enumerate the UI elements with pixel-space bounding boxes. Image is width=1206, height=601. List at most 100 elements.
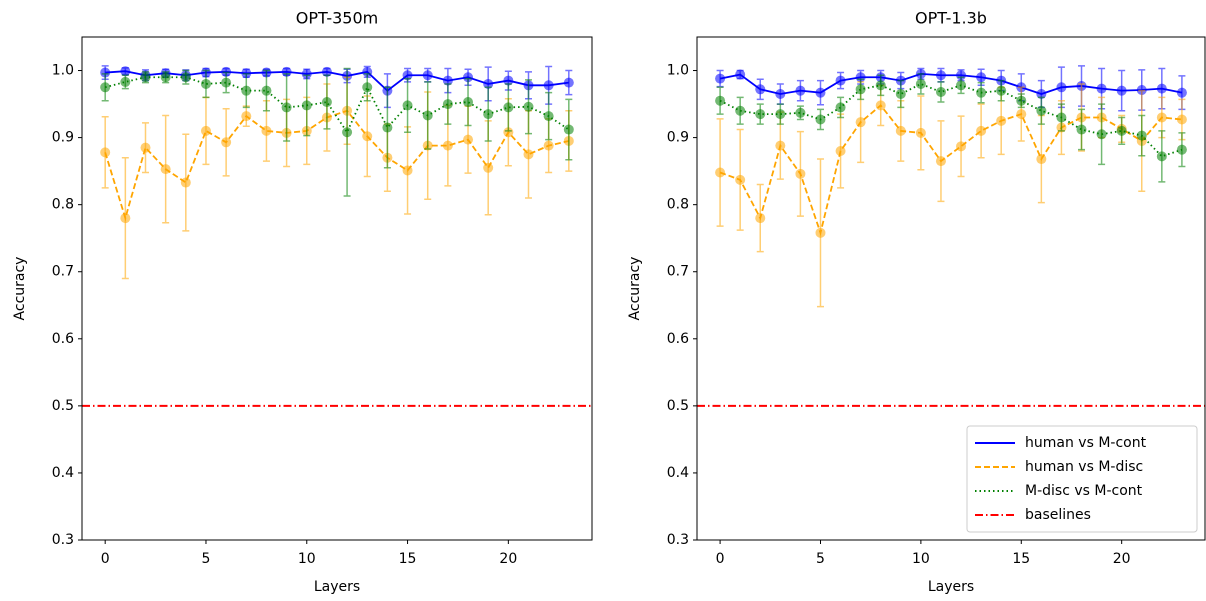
marker (1076, 124, 1087, 135)
marker (543, 80, 554, 91)
y-tick-label: 0.7 (52, 264, 74, 280)
marker (120, 213, 131, 224)
marker (735, 69, 746, 80)
marker (976, 87, 987, 98)
marker (775, 109, 786, 120)
marker (120, 76, 131, 87)
series-line (719, 72, 1183, 95)
marker (795, 168, 806, 179)
marker (875, 80, 886, 91)
marker (523, 101, 534, 112)
y-tick-label: 1.0 (52, 63, 74, 79)
x-tick-label: 15 (399, 551, 417, 567)
x-tick-label: 5 (816, 551, 825, 567)
marker (342, 127, 353, 138)
marker (1016, 109, 1027, 120)
x-tick-label: 15 (1012, 551, 1030, 567)
y-tick-label: 0.4 (52, 465, 74, 481)
y-tick-label: 0.8 (52, 197, 74, 213)
marker (715, 73, 726, 84)
marker (221, 77, 232, 88)
legend-label: human vs M-cont (1025, 435, 1147, 451)
marker (281, 102, 292, 113)
y-tick-label: 0.5 (52, 398, 74, 414)
marker (422, 70, 433, 81)
marker (100, 82, 111, 93)
marker (160, 164, 171, 175)
marker (362, 131, 373, 142)
marker (120, 66, 131, 77)
marker (815, 114, 826, 125)
marker (775, 89, 786, 100)
y-tick-label: 0.8 (667, 197, 689, 213)
marker (362, 82, 373, 93)
marker (200, 78, 211, 89)
marker (1056, 112, 1067, 123)
marker (895, 125, 906, 136)
marker (1036, 105, 1047, 116)
legend: human vs M-cont human vs M-disc M-disc vs … (966, 425, 1198, 533)
legend-label: M-disc vs M-cont (1025, 483, 1143, 499)
marker (976, 125, 987, 136)
y-tick-label: 0.7 (667, 264, 689, 280)
marker (1116, 85, 1127, 96)
series-line (719, 82, 1183, 158)
marker (1176, 87, 1187, 98)
marker (715, 167, 726, 178)
marker (463, 72, 474, 83)
marker (815, 227, 826, 238)
marker (1116, 125, 1127, 136)
marker (1136, 130, 1147, 141)
marker (140, 142, 151, 153)
marker (835, 146, 846, 157)
marker (795, 85, 806, 96)
marker (956, 80, 967, 91)
x-tick-label: 0 (101, 551, 110, 567)
marker (1156, 151, 1167, 162)
x-tick-label: 20 (499, 551, 517, 567)
axes-frame (696, 36, 1206, 541)
chart-title: OPT-1.3b (915, 9, 987, 28)
x-tick-label: 20 (1113, 551, 1131, 567)
marker (442, 99, 453, 110)
marker (160, 72, 171, 83)
y-tick-label: 0.6 (52, 331, 74, 347)
y-tick-label: 0.9 (52, 130, 74, 146)
marker (735, 174, 746, 185)
marker (915, 78, 926, 89)
marker (755, 213, 766, 224)
marker (1056, 82, 1067, 93)
marker (875, 100, 886, 111)
marker (180, 72, 191, 83)
marker (261, 125, 272, 136)
marker (935, 156, 946, 167)
marker (241, 111, 252, 122)
series-line (104, 76, 570, 135)
x-tick-label: 10 (298, 551, 316, 567)
marker (715, 95, 726, 106)
marker (895, 89, 906, 100)
marker (996, 115, 1007, 126)
marker (463, 97, 474, 108)
y-tick-label: 0.3 (52, 532, 74, 548)
marker (935, 70, 946, 81)
y-tick-label: 0.4 (667, 465, 689, 481)
marker (261, 85, 272, 96)
y-tick-label: 0.5 (667, 398, 689, 414)
y-axis-label: Accuracy (627, 257, 643, 321)
marker (483, 162, 494, 173)
marker (442, 140, 453, 151)
marker (563, 124, 574, 135)
y-tick-label: 0.3 (667, 532, 689, 548)
marker (402, 70, 413, 81)
legend-label: baselines (1025, 507, 1091, 523)
marker (543, 111, 554, 122)
marker (1036, 154, 1047, 165)
marker (1016, 95, 1027, 106)
series-line (719, 104, 1182, 237)
marker (402, 165, 413, 176)
y-axis-label: Accuracy (12, 257, 28, 321)
x-tick-label: 5 (202, 551, 211, 567)
marker (1096, 83, 1107, 94)
